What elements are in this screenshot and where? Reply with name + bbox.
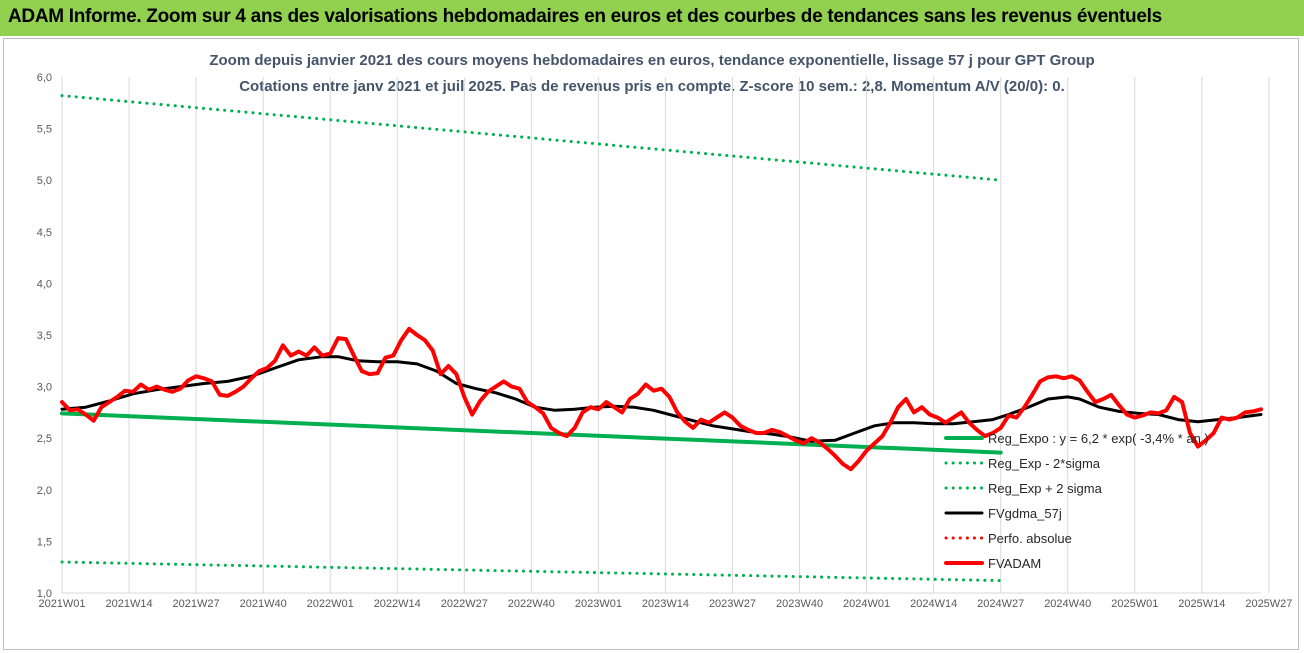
y-tick-label: 3,5 — [37, 330, 52, 342]
y-tick-label: 3,0 — [37, 382, 52, 394]
x-tick-label: 2022W14 — [374, 598, 421, 610]
y-tick-label: 4,0 — [37, 278, 52, 290]
x-tick-label: 2025W27 — [1245, 598, 1292, 610]
x-tick-label: 2022W01 — [307, 598, 354, 610]
x-tick-label: 2024W01 — [843, 598, 890, 610]
y-tick-label: 6,0 — [37, 72, 52, 84]
legend-label: FVADAM — [988, 556, 1041, 571]
x-tick-label: 2021W01 — [38, 598, 85, 610]
x-tick-label: 2021W14 — [106, 598, 153, 610]
y-tick-label: 1,5 — [37, 536, 52, 548]
x-tick-label: 2022W40 — [508, 598, 555, 610]
chart-subtitle: Cotations entre janv 2021 et juil 2025. … — [239, 78, 1065, 95]
x-tick-label: 2023W14 — [642, 598, 689, 610]
x-tick-label: 2023W27 — [709, 598, 756, 610]
x-tick-label: 2023W01 — [575, 598, 622, 610]
y-tick-label: 2,0 — [37, 485, 52, 497]
x-tick-label: 2024W40 — [1044, 598, 1091, 610]
x-tick-label: 2022W27 — [441, 598, 488, 610]
series-line-6 — [60, 326, 1263, 472]
series-line-1 — [60, 411, 1003, 455]
x-tick-label: 2021W27 — [173, 598, 220, 610]
legend-label: Reg_Exp - 2*sigma — [988, 456, 1101, 471]
y-tick-label: 1,0 — [37, 588, 52, 600]
x-tick-label: 2025W01 — [1111, 598, 1158, 610]
x-tick-label: 2024W27 — [977, 598, 1024, 610]
series-line-2 — [60, 560, 1003, 583]
series-line-4 — [60, 355, 1263, 443]
banner-title: ADAM Informe. Zoom sur 4 ans des valoris… — [8, 6, 1162, 27]
series-line-3 — [60, 94, 1003, 182]
y-tick-label: 4,5 — [37, 227, 52, 239]
x-tick-label: 2024W14 — [910, 598, 957, 610]
x-tick-label: 2025W14 — [1178, 598, 1225, 610]
y-tick-label: 5,0 — [37, 175, 52, 187]
legend-label: Perfo. absolue — [988, 531, 1072, 546]
chart-frame — [3, 38, 1299, 650]
x-tick-label: 2023W40 — [776, 598, 823, 610]
legend-label: Reg_Expo : y = 6,2 * exp( -3,4% * an ) — [988, 431, 1209, 446]
x-tick-label: 2021W40 — [240, 598, 287, 610]
y-tick-label: 2,5 — [37, 433, 52, 445]
title-banner: ADAM Informe. Zoom sur 4 ans des valoris… — [0, 0, 1304, 36]
legend-label: FVgdma_57j — [988, 506, 1062, 521]
chart-title: Zoom depuis janvier 2021 des cours moyen… — [209, 52, 1095, 69]
legend-label: Reg_Exp + 2 sigma — [988, 481, 1103, 496]
y-tick-label: 5,5 — [37, 124, 52, 136]
